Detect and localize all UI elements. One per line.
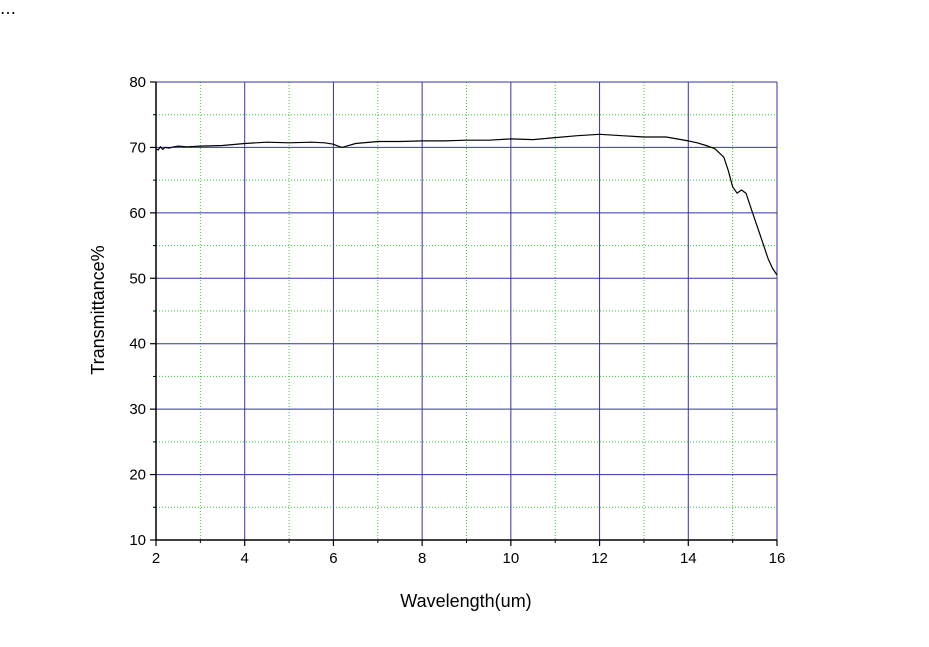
- x-tick-label: 12: [591, 550, 608, 567]
- y-tick-label: 10: [129, 532, 146, 549]
- y-tick-label: 30: [129, 401, 146, 418]
- y-tick-label: 60: [129, 205, 146, 222]
- y-tick-label: 50: [129, 270, 146, 287]
- minor-grid: [156, 82, 777, 540]
- series-line: [155, 133, 778, 276]
- data-series: [155, 133, 778, 276]
- x-tick-label: 8: [418, 550, 426, 567]
- x-tick-label: 14: [680, 550, 697, 567]
- y-tick-label: 70: [129, 139, 146, 156]
- y-tick-label: 20: [129, 467, 146, 484]
- y-tick-label: 80: [129, 74, 146, 91]
- x-tick-label: 16: [769, 550, 786, 567]
- y-tick-label: 40: [129, 336, 146, 353]
- x-tick-label: 4: [241, 550, 249, 567]
- x-axis-title: Wavelength(um): [400, 591, 531, 611]
- x-axis-ticks: 2 4 6 8 10 12 14 16: [152, 540, 786, 567]
- header-caption-fragment: …: [0, 0, 16, 18]
- x-tick-label: 2: [152, 550, 160, 567]
- x-tick-label: 10: [503, 550, 520, 567]
- y-axis-title: Transmittance%: [88, 245, 108, 374]
- x-tick-label: 6: [329, 550, 337, 567]
- major-grid: [156, 81, 778, 540]
- y-axis-ticks: 10 20 30 40 50 60 70 80: [129, 74, 156, 549]
